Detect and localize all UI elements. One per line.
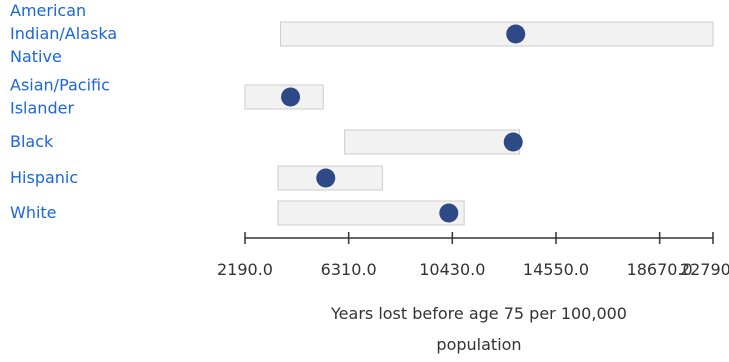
category-label-1[interactable]: Asian/Pacific Islander (10, 75, 110, 117)
x-tick-label-1: 6310.0 (321, 260, 377, 279)
x-tick-label-0: 2190.0 (217, 260, 273, 279)
category-label-line: White (10, 203, 57, 222)
category-label-line: Native (10, 47, 62, 66)
x-tick-label-3: 14550.0 (523, 260, 589, 279)
data-point-2[interactable] (503, 132, 523, 152)
range-box-4 (277, 200, 465, 226)
category-label-line: Hispanic (10, 168, 78, 187)
range-box-2 (344, 129, 521, 155)
category-label-2[interactable]: Black (10, 132, 54, 151)
x-tick-label-5: 22790.0 (680, 260, 729, 279)
data-points (281, 24, 526, 223)
category-label-4[interactable]: White (10, 203, 57, 222)
x-axis-title-line-0: Years lost before age 75 per 100,000 (330, 304, 627, 323)
x-tick-label-4: 18670.0 (627, 260, 693, 279)
category-label-line: Asian/Pacific (10, 75, 110, 94)
x-axis-title: Years lost before age 75 per 100,000 popu… (330, 304, 627, 354)
category-label-0[interactable]: American Indian/Alaska Native (10, 1, 117, 66)
category-label-line: Islander (10, 98, 74, 117)
x-tick-label-2: 10430.0 (419, 260, 485, 279)
data-point-3[interactable] (316, 168, 336, 188)
category-label-line: American (10, 1, 86, 20)
data-point-1[interactable] (281, 87, 301, 107)
data-point-0[interactable] (506, 24, 526, 44)
x-axis-title-line-1: population (436, 335, 521, 354)
range-boxes (244, 21, 714, 226)
category-label-line: Indian/Alaska (10, 24, 117, 43)
category-labels: American Indian/Alaska Native Asian/Pacific… (10, 1, 117, 222)
category-label-line: Black (10, 132, 54, 151)
range-box-0 (279, 21, 714, 47)
data-point-4[interactable] (439, 203, 459, 223)
category-label-3[interactable]: Hispanic (10, 168, 78, 187)
